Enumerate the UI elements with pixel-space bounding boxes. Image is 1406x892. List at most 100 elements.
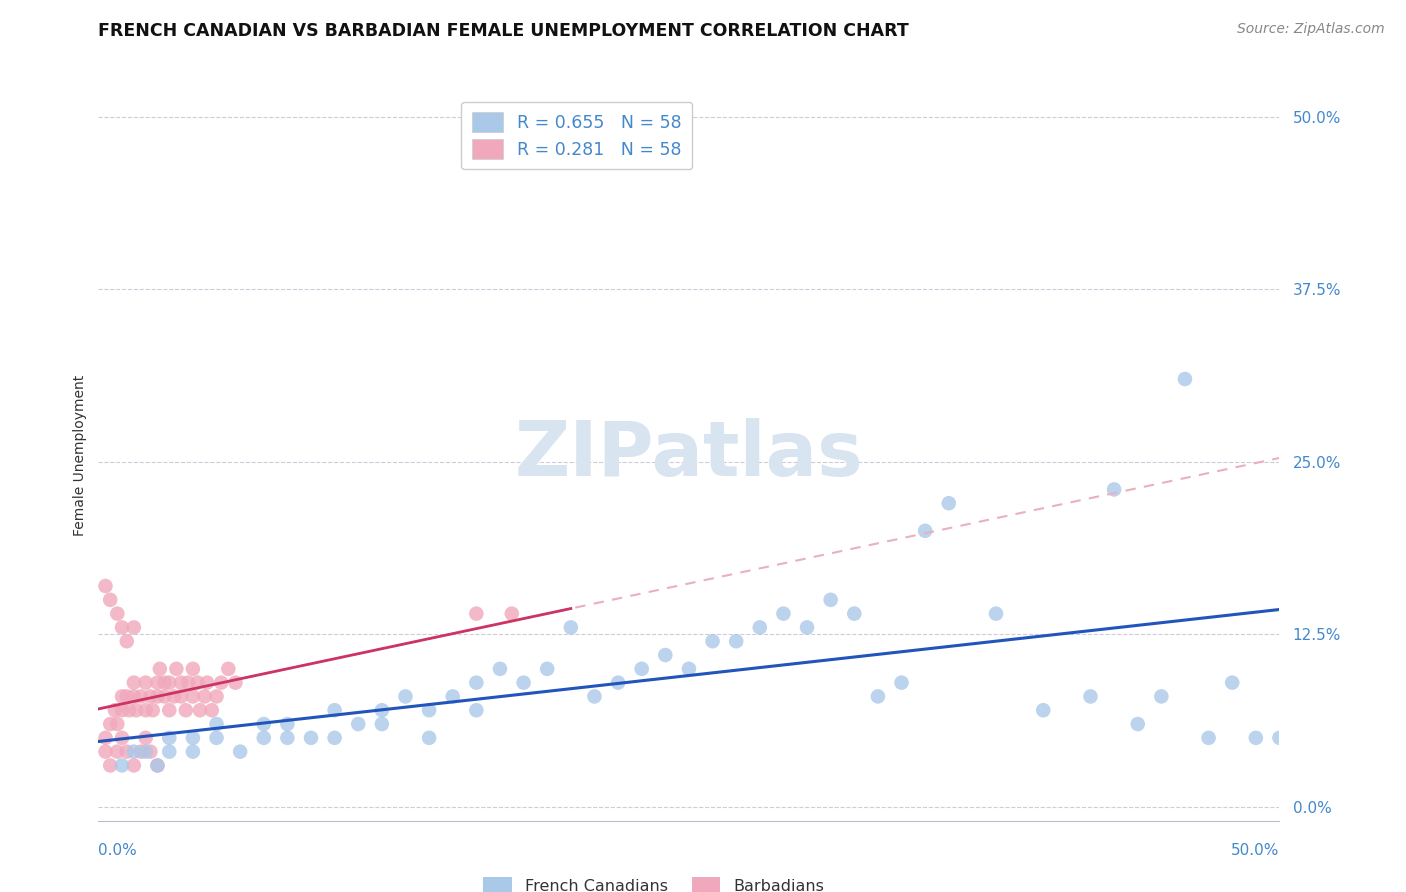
Point	[98, 717, 121, 731]
Point	[111, 731, 134, 745]
Point	[866, 690, 889, 704]
Point	[371, 717, 394, 731]
Point	[104, 703, 127, 717]
Text: 0.0%: 0.0%	[98, 843, 138, 858]
Point	[139, 690, 162, 704]
Point	[371, 703, 394, 717]
Point	[347, 717, 370, 731]
Point	[174, 703, 197, 717]
Point	[253, 717, 276, 731]
Point	[984, 607, 1007, 621]
Point	[187, 675, 209, 690]
Point	[1032, 703, 1054, 717]
Point	[181, 690, 204, 704]
Y-axis label: Female Unemployment: Female Unemployment	[73, 375, 87, 535]
Point	[170, 675, 193, 690]
Point	[122, 690, 145, 704]
Point	[583, 690, 606, 704]
Point	[1198, 731, 1220, 745]
Point	[105, 607, 128, 621]
Point	[111, 620, 134, 634]
Point	[105, 745, 128, 759]
Point	[820, 592, 842, 607]
Point	[157, 703, 180, 717]
Point	[135, 703, 157, 717]
Point	[181, 662, 204, 676]
Point	[1174, 372, 1197, 386]
Point	[194, 690, 217, 704]
Point	[654, 648, 676, 662]
Text: 50.0%: 50.0%	[1232, 843, 1279, 858]
Point	[441, 690, 464, 704]
Point	[914, 524, 936, 538]
Point	[560, 620, 582, 634]
Point	[465, 703, 488, 717]
Point	[772, 607, 794, 621]
Point	[139, 745, 162, 759]
Point	[122, 675, 145, 690]
Point	[512, 675, 534, 690]
Point	[146, 758, 169, 772]
Point	[1150, 690, 1173, 704]
Point	[94, 731, 117, 745]
Point	[149, 662, 172, 676]
Point	[153, 675, 176, 690]
Point	[165, 662, 187, 676]
Point	[748, 620, 770, 634]
Point	[1268, 731, 1291, 745]
Point	[323, 731, 346, 745]
Point	[170, 690, 193, 704]
Point	[678, 662, 700, 676]
Point	[465, 675, 488, 690]
Text: Source: ZipAtlas.com: Source: ZipAtlas.com	[1237, 22, 1385, 37]
Point	[146, 690, 169, 704]
Point	[501, 607, 523, 621]
Point	[181, 731, 204, 745]
Point	[418, 731, 440, 745]
Point	[195, 675, 218, 690]
Point	[153, 690, 176, 704]
Point	[536, 662, 558, 676]
Point	[702, 634, 724, 648]
Point	[607, 675, 630, 690]
Point	[94, 745, 117, 759]
Point	[115, 634, 138, 648]
Point	[157, 731, 180, 745]
Point	[146, 675, 169, 690]
Point	[1102, 483, 1125, 497]
Point	[122, 745, 145, 759]
Point	[118, 703, 141, 717]
Point	[163, 690, 186, 704]
Point	[135, 675, 157, 690]
Point	[181, 745, 204, 759]
Point	[630, 662, 652, 676]
Point	[323, 703, 346, 717]
Point	[115, 745, 138, 759]
Point	[276, 717, 298, 731]
Point	[205, 690, 228, 704]
Point	[98, 592, 121, 607]
Point	[129, 745, 152, 759]
Point	[217, 662, 239, 676]
Point	[938, 496, 960, 510]
Point	[111, 690, 134, 704]
Point	[111, 703, 134, 717]
Point	[229, 745, 252, 759]
Point	[299, 731, 322, 745]
Point	[135, 731, 157, 745]
Text: ZIPatlas: ZIPatlas	[515, 418, 863, 491]
Point	[122, 620, 145, 634]
Legend: French Canadians, Barbadians: French Canadians, Barbadians	[475, 869, 832, 892]
Point	[1244, 731, 1267, 745]
Point	[177, 675, 200, 690]
Point	[418, 703, 440, 717]
Point	[276, 731, 298, 745]
Point	[125, 703, 148, 717]
Point	[844, 607, 866, 621]
Point	[146, 758, 169, 772]
Point	[1220, 675, 1243, 690]
Point	[129, 690, 152, 704]
Point	[94, 579, 117, 593]
Point	[201, 703, 224, 717]
Point	[157, 675, 180, 690]
